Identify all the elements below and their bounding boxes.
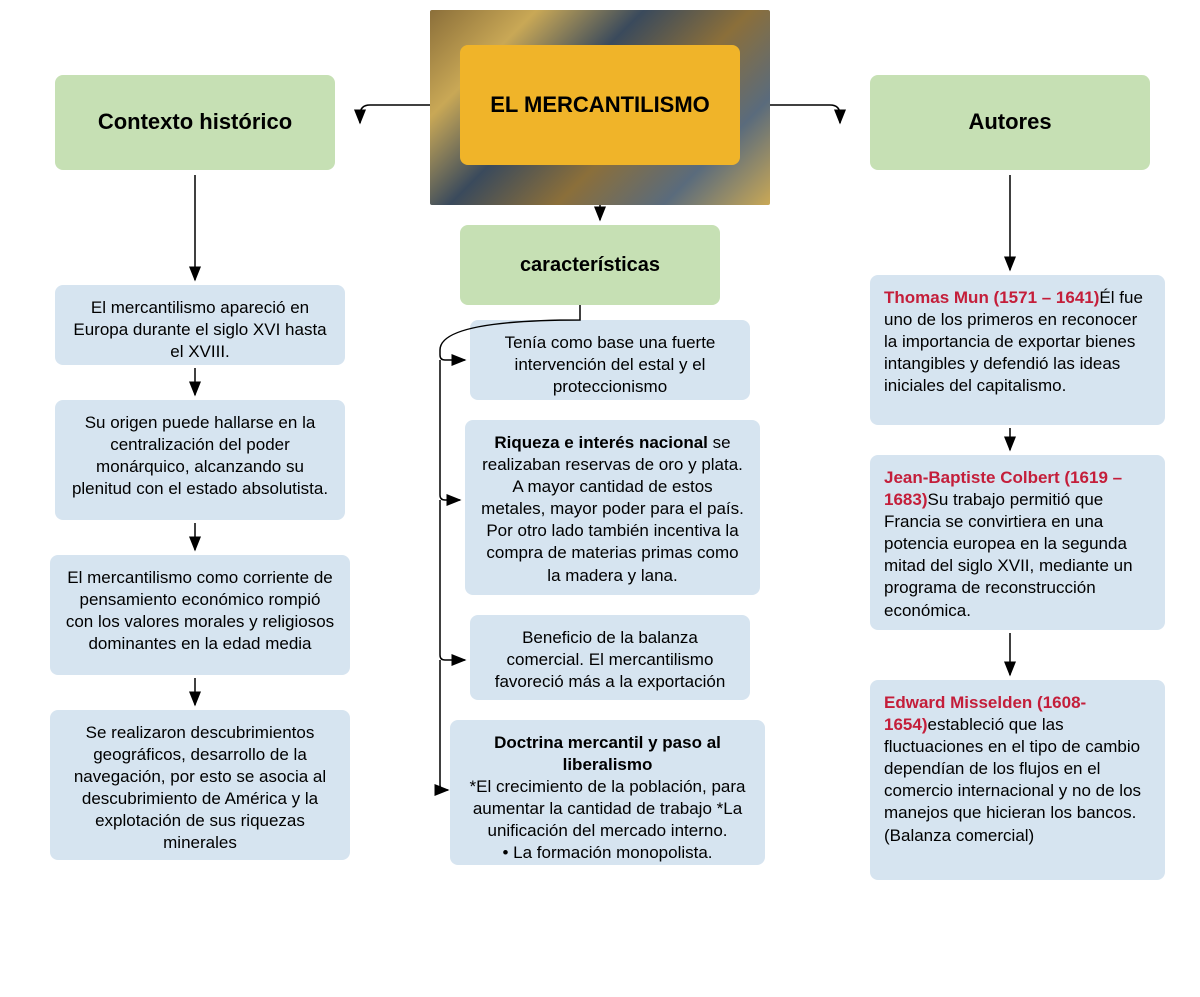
middle-item-1: Riqueza e interés nacional se realizaban… xyxy=(465,420,760,595)
right-item-1-text: Su trabajo permitió que Francia se convi… xyxy=(884,490,1133,619)
middle-item-2: Beneficio de la balanza comercial. El me… xyxy=(470,615,750,700)
middle-item-0: Tenía como base una fuerte intervención … xyxy=(470,320,750,400)
middle-item-1-text: se realizaban reservas de oro y plata. A… xyxy=(481,433,744,585)
middle-item-3-bold: Doctrina mercantil y paso al liberalismo xyxy=(494,733,721,774)
left-item-1: Su origen puede hallarse en la centraliz… xyxy=(55,400,345,520)
right-item-2: Edward Misselden (1608-1654)estableció q… xyxy=(870,680,1165,880)
middle-item-3-text: *El crecimiento de la población, para au… xyxy=(470,777,746,862)
right-item-0: Thomas Mun (1571 – 1641)Él fue uno de lo… xyxy=(870,275,1165,425)
right-item-0-author: Thomas Mun (1571 – 1641) xyxy=(884,288,1099,307)
right-branch-header: Autores xyxy=(870,75,1150,170)
left-branch-header: Contexto histórico xyxy=(55,75,335,170)
right-item-2-text: estableció que las fluctuaciones en el t… xyxy=(884,715,1141,844)
left-item-0: El mercantilismo apareció en Europa dura… xyxy=(55,285,345,365)
right-item-1: Jean-Baptiste Colbert (1619 – 1683)Su tr… xyxy=(870,455,1165,630)
middle-item-1-bold: Riqueza e interés nacional xyxy=(494,433,708,452)
left-item-3: Se realizaron descubrimientos geográfico… xyxy=(50,710,350,860)
central-title: EL MERCANTILISMO xyxy=(460,45,740,165)
middle-branch-header: características xyxy=(460,225,720,305)
left-item-2: El mercantilismo como corriente de pensa… xyxy=(50,555,350,675)
middle-item-3: Doctrina mercantil y paso al liberalismo… xyxy=(450,720,765,865)
